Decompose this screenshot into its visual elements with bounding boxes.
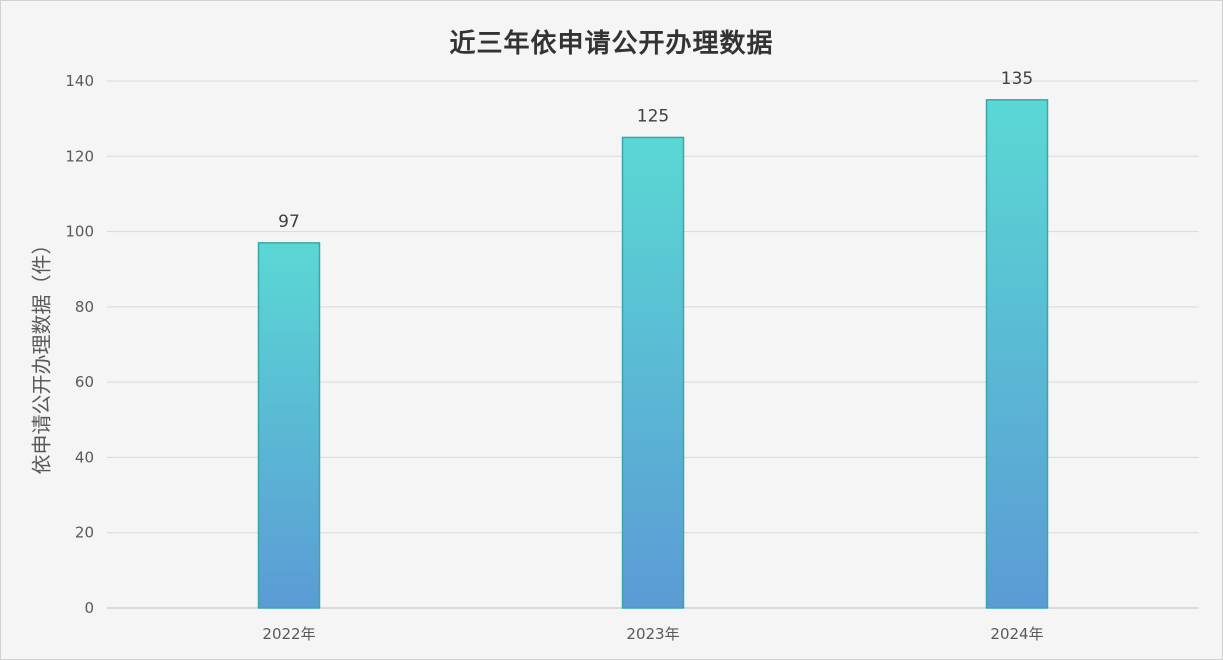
chart-title: 近三年依申请公开办理数据: [449, 29, 774, 59]
x-axis-categories: 2022年 2023年 2024年: [262, 625, 1043, 643]
y-axis-title: 依申请公开办理数据（件）: [30, 235, 54, 475]
y-tick-label: 60: [75, 373, 94, 391]
x-category-label: 2023年: [626, 625, 679, 643]
bar-2024年: [985, 99, 1049, 609]
data-label: 125: [637, 106, 669, 126]
data-label: 97: [278, 212, 300, 232]
y-tick-label: 140: [65, 72, 94, 90]
y-tick-label: 120: [65, 147, 94, 165]
y-tick-label: 20: [75, 524, 94, 542]
y-tick-label: 100: [65, 223, 94, 241]
bar-2022年: [257, 242, 321, 609]
bars: [257, 99, 1049, 609]
data-label: 135: [1001, 69, 1033, 89]
data-labels: 97 125 135: [278, 69, 1033, 232]
y-tick-label: 80: [75, 298, 94, 316]
y-axis-ticks: 0 20 40 60 80 100 120 140: [65, 72, 94, 617]
bar-2023年: [621, 136, 685, 609]
x-category-label: 2024年: [990, 625, 1043, 643]
y-tick-label: 40: [75, 448, 94, 466]
y-tick-label: 0: [84, 599, 94, 617]
x-category-label: 2022年: [262, 625, 315, 643]
